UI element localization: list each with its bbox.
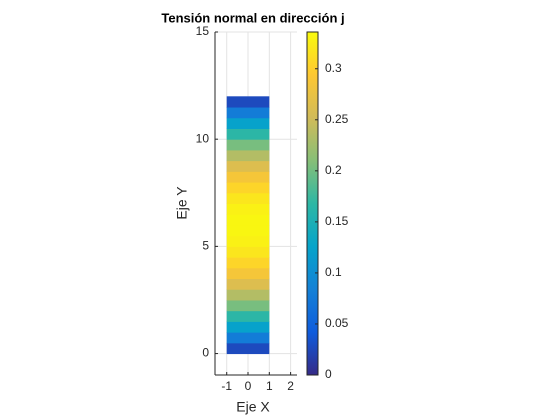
colorbar-tick-label: 0	[325, 367, 332, 381]
colorbar-scale	[306, 31, 319, 376]
colorbar-tick-label: 0.1	[325, 265, 342, 279]
x-tick-label: 2	[287, 379, 294, 393]
cell	[226, 192, 270, 204]
x-axis-label: Eje X	[236, 399, 270, 415]
cell	[226, 267, 270, 280]
chart-title: Tensión normal en dirección j	[161, 10, 344, 25]
cell	[226, 117, 270, 129]
cell	[226, 128, 270, 140]
cell	[226, 257, 270, 269]
cell	[226, 332, 270, 344]
colorbar-tick-label: 0.3	[325, 61, 342, 75]
cell	[226, 149, 270, 162]
cell	[226, 214, 270, 226]
cell	[226, 182, 270, 194]
cell	[226, 160, 270, 172]
cell	[226, 289, 270, 301]
colorbar-tick-label: 0.15	[325, 214, 349, 228]
cell	[226, 310, 270, 322]
cell	[226, 342, 270, 355]
x-tick-label: 0	[245, 379, 252, 393]
cell	[226, 203, 270, 215]
y-tick-label: 0	[202, 346, 209, 360]
y-axis-label: Eje Y	[174, 186, 190, 220]
cell	[226, 278, 270, 290]
cell	[226, 246, 270, 258]
cell	[226, 96, 270, 108]
colorbar-tick-label: 0.2	[325, 163, 342, 177]
cell	[226, 299, 270, 312]
colorbar-tick-label: 0.05	[325, 316, 349, 330]
cell	[226, 171, 270, 183]
y-tick-label: 10	[196, 131, 210, 145]
y-tick-label: 5	[202, 239, 209, 253]
cell	[226, 224, 270, 237]
cell	[226, 321, 270, 333]
cell	[226, 139, 270, 151]
y-tick-label: 15	[196, 24, 210, 38]
colorbar-tick-label: 0.25	[325, 112, 349, 126]
x-tick-label: -1	[221, 379, 232, 393]
cell	[226, 107, 270, 119]
colorbar: 0 0.05 0.1 0.15 0.2 0.25 0.3	[306, 31, 349, 381]
cell	[226, 235, 270, 247]
heatmap-cells	[226, 96, 270, 355]
x-tick-label: 1	[266, 379, 273, 393]
